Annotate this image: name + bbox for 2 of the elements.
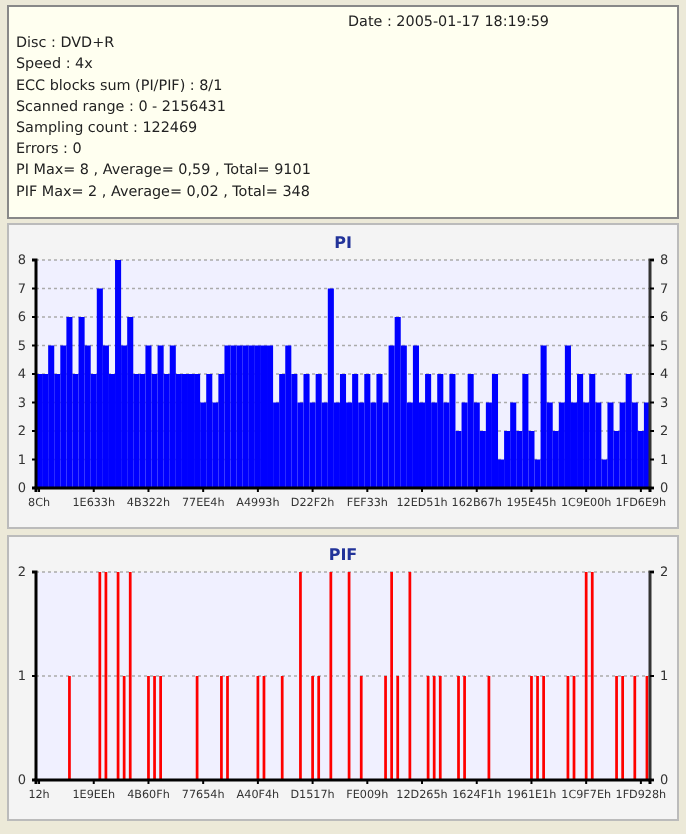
chart-title: PIF: [328, 546, 358, 564]
chart-title: PI: [334, 234, 352, 252]
